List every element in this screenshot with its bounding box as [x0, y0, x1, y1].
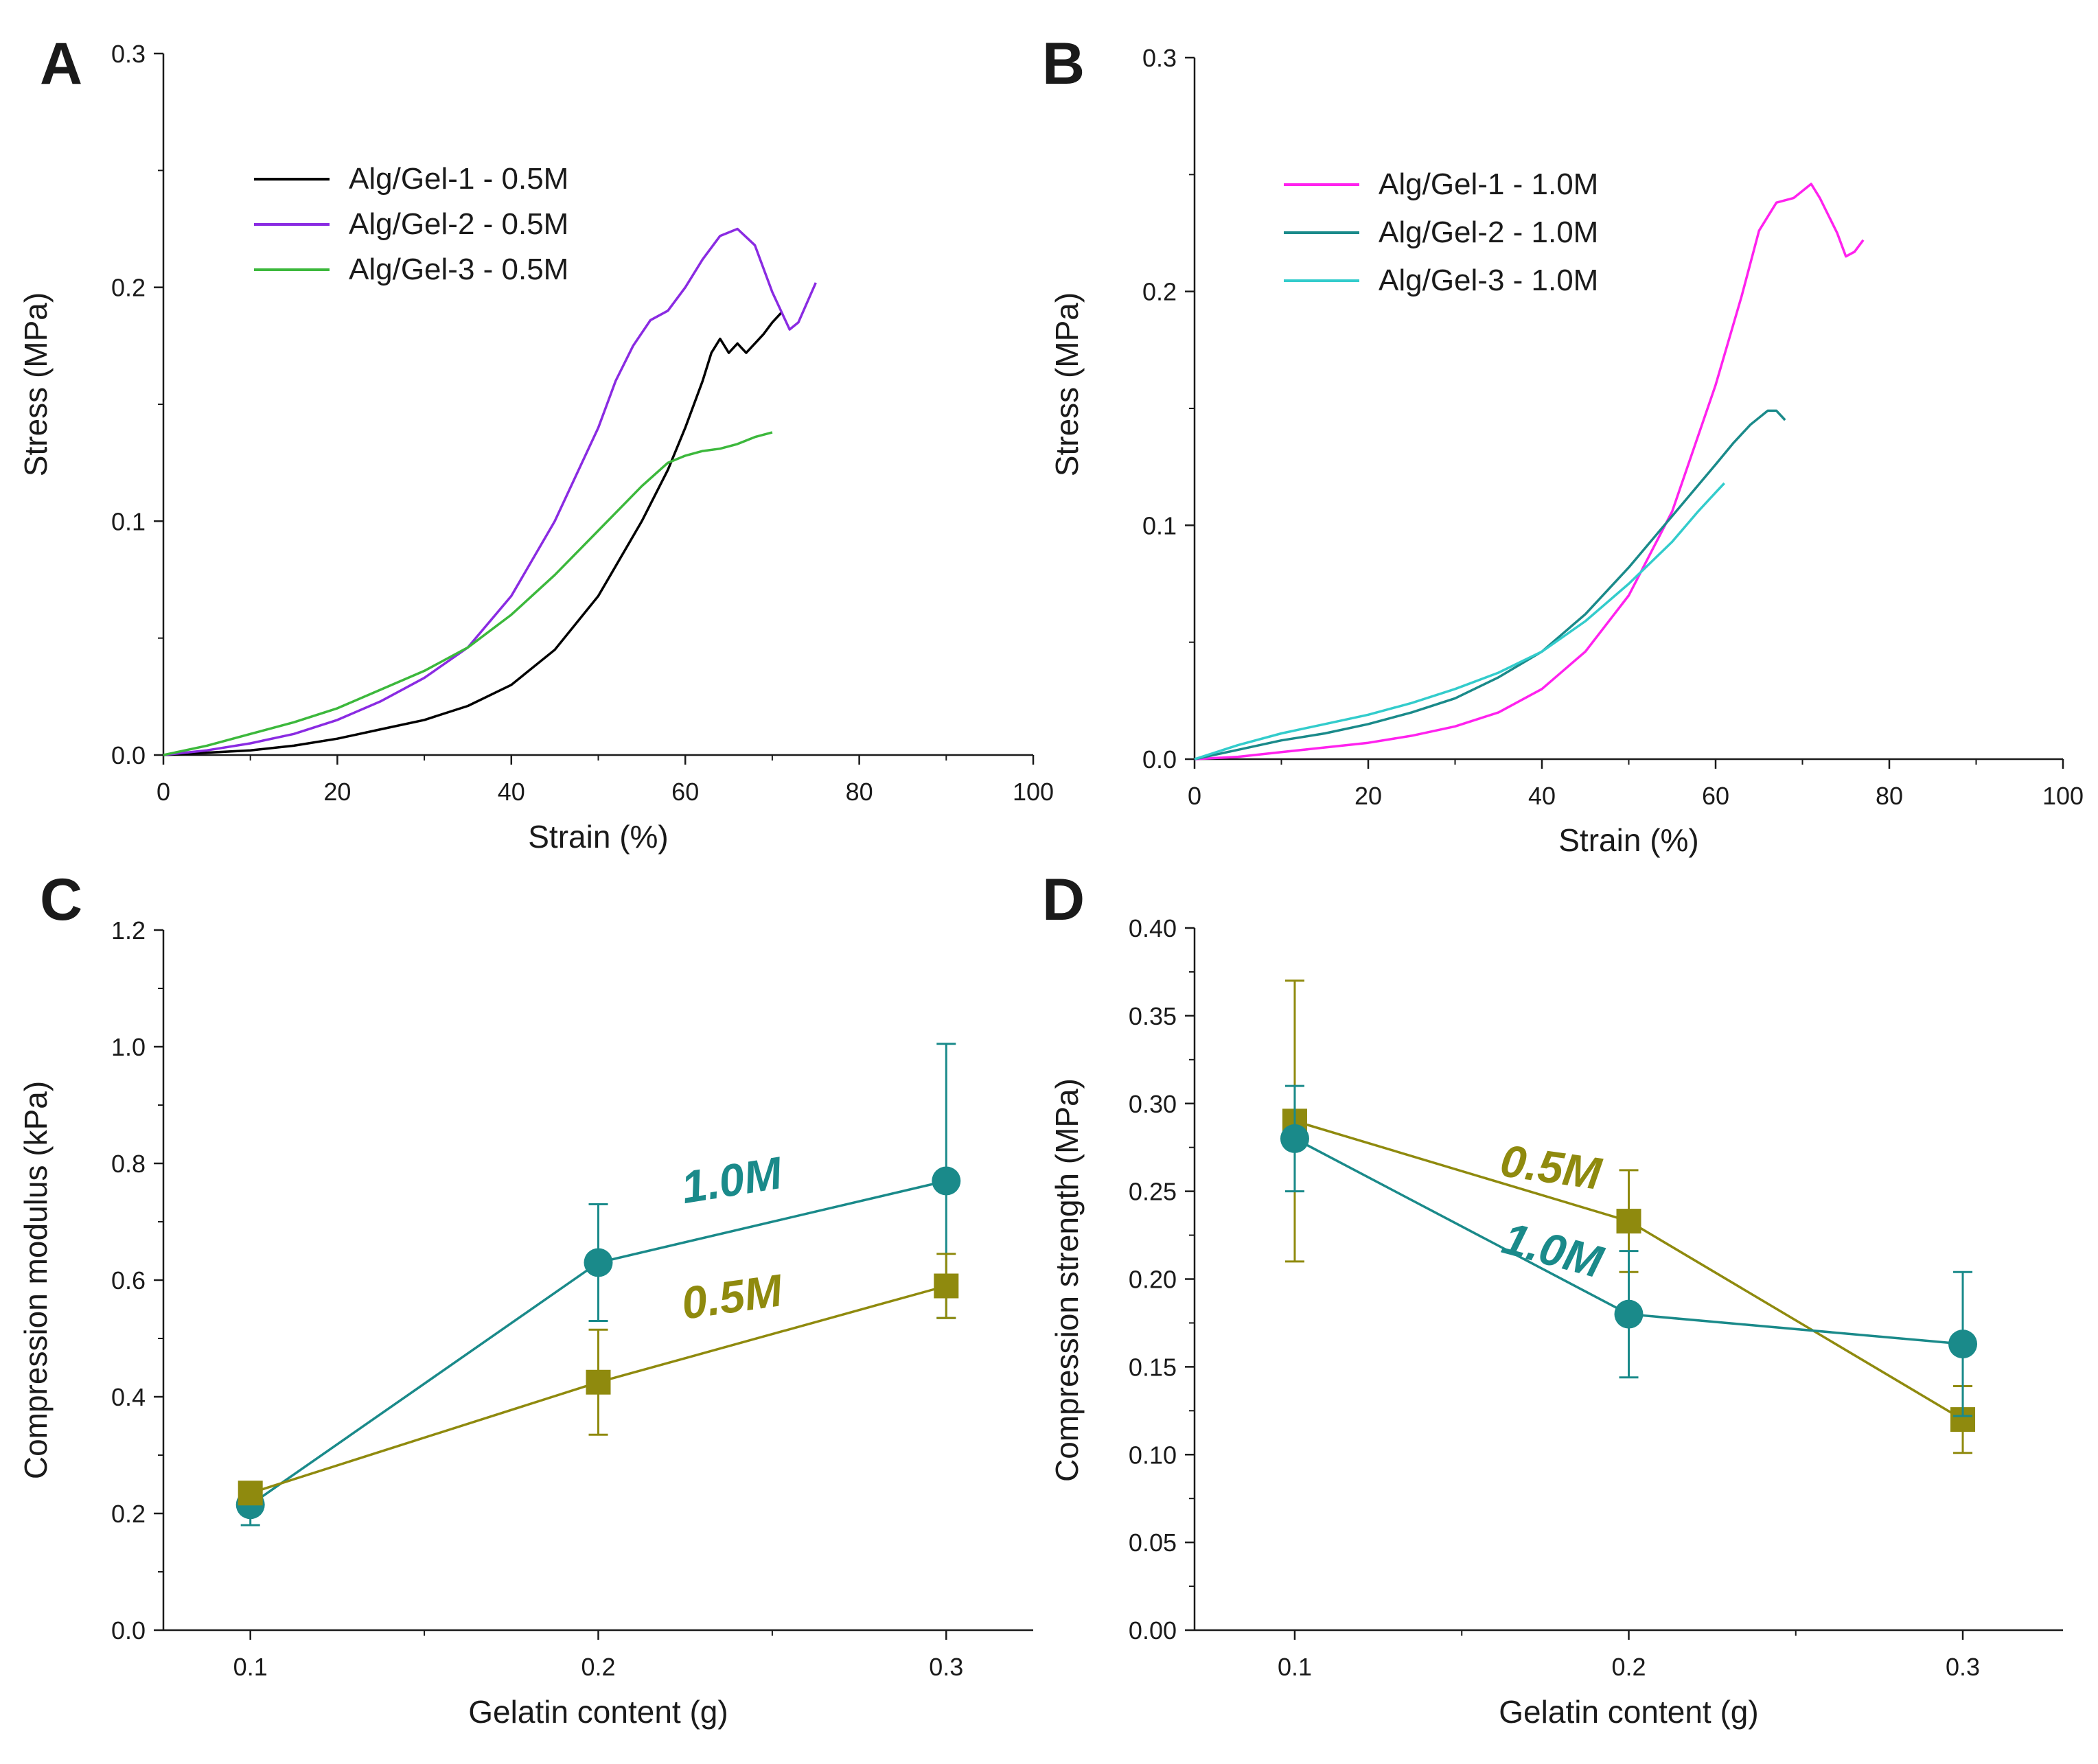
y-axis-title: Stress (MPa): [18, 292, 54, 476]
series-line-alg-gel-3-0-5m: [163, 431, 773, 756]
series-label-0-5m: 0.5M: [1497, 1135, 1606, 1199]
y-tick-label: 1.2: [111, 916, 146, 944]
y-tick-label: 0.2: [1142, 278, 1177, 306]
x-tick-label: 60: [1702, 782, 1729, 810]
y-tick-label: 0.25: [1129, 1178, 1177, 1206]
x-tick-label: 80: [1876, 782, 1903, 810]
x-tick-label: 40: [1528, 782, 1556, 810]
legend-label-alg-gel-2-1-0m: Alg/Gel-2 - 1.0M: [1379, 216, 1598, 249]
y-tick-label: 0.0: [111, 741, 146, 769]
y-axis-title: Compression strength (MPa): [1049, 1078, 1085, 1482]
y-axis-title: Stress (MPa): [1049, 292, 1085, 476]
x-axis-title: Strain (%): [528, 819, 668, 855]
y-tick-label: 0.00: [1129, 1616, 1177, 1645]
x-tick-label: 80: [846, 778, 873, 806]
x-tick-label: 0: [1188, 782, 1201, 810]
x-tick-label: 0.1: [233, 1653, 268, 1681]
x-tick-label: 60: [671, 778, 699, 806]
y-tick-label: 0.30: [1129, 1090, 1177, 1118]
data-point-1-0m: [1280, 1124, 1309, 1153]
series-label-0-5m: 0.5M: [678, 1264, 787, 1329]
x-tick-label: 0.1: [1278, 1653, 1312, 1681]
x-axis-title: Gelatin content (g): [468, 1694, 728, 1730]
y-tick-label: 0.20: [1129, 1266, 1177, 1294]
series-line-alg-gel-1-0-5m: [163, 312, 782, 756]
series-line-alg-gel-1-1-0m: [1194, 183, 1865, 761]
series-line-alg-gel-2-1-0m: [1194, 409, 1786, 761]
data-point-1-0m: [1614, 1299, 1644, 1329]
data-point-0-5m: [238, 1481, 263, 1506]
y-tick-label: 0.3: [1142, 44, 1177, 72]
x-tick-label: 0: [157, 778, 170, 806]
panel-letter: C: [40, 867, 82, 933]
y-tick-label: 0.10: [1129, 1441, 1177, 1469]
panel-d-compression-strength: D 0.1 0.2 0.3 0.00 0.05 0.10 0.15 0.20 0.25 0.30 0.…: [1042, 867, 2063, 1730]
x-tick-label: 40: [498, 778, 525, 806]
y-tick-label: 0.3: [111, 40, 146, 68]
x-tick-label: 0.2: [1611, 1653, 1646, 1681]
legend-label-alg-gel-1-1-0m: Alg/Gel-1 - 1.0M: [1379, 167, 1598, 201]
y-tick-label: 0.35: [1129, 1002, 1177, 1030]
y-tick-label: 0.6: [111, 1266, 146, 1295]
legend-label-alg-gel-2-0-5m: Alg/Gel-2 - 0.5M: [349, 207, 568, 241]
data-point-1-0m: [1948, 1330, 1978, 1359]
x-tick-label: 100: [1013, 778, 1054, 806]
y-tick-label: 0.8: [111, 1150, 146, 1178]
x-tick-label: 0.3: [929, 1653, 963, 1681]
data-point-0-5m: [934, 1273, 959, 1299]
legend-label-alg-gel-3-0-5m: Alg/Gel-3 - 0.5M: [349, 253, 568, 286]
data-point-1-0m: [584, 1248, 613, 1277]
legend-label-alg-gel-3-1-0m: Alg/Gel-3 - 1.0M: [1379, 264, 1598, 297]
y-tick-label: 0.0: [1142, 745, 1177, 774]
y-axis-title: Compression modulus (kPa): [18, 1081, 54, 1479]
series-label-1-0m: 1.0M: [1497, 1212, 1609, 1288]
x-tick-label: 20: [1355, 782, 1382, 810]
panel-a-stress-strain-0-5M: A 0 20 40 60 80 100 0.0 0.1 0.2 0.3 Strain (%) Stres…: [18, 31, 1054, 855]
panel-letter: D: [1042, 867, 1085, 933]
y-tick-label: 0.15: [1129, 1353, 1177, 1381]
series-label-1-0m: 1.0M: [678, 1147, 786, 1213]
legend-label-alg-gel-1-0-5m: Alg/Gel-1 - 0.5M: [349, 162, 568, 196]
y-tick-label: 0.1: [111, 507, 146, 535]
panel-letter: A: [40, 31, 82, 97]
x-tick-label: 0.3: [1946, 1653, 1980, 1681]
panel-letter: B: [1042, 31, 1085, 97]
y-tick-label: 0.4: [111, 1383, 146, 1411]
y-tick-label: 0.2: [111, 274, 146, 302]
x-axis-title: Strain (%): [1558, 822, 1698, 858]
y-tick-label: 0.2: [111, 1500, 146, 1528]
x-tick-label: 20: [323, 778, 351, 806]
x-tick-label: 100: [2042, 782, 2084, 810]
data-point-0-5m: [1616, 1209, 1641, 1234]
x-axis-title: Gelatin content (g): [1499, 1694, 1758, 1730]
y-tick-label: 0.05: [1129, 1529, 1177, 1557]
panel-c-compression-modulus: C 0.1 0.2 0.3 0.0 0.2 0.4 0.6 0.8 1.0 1.2 Gelatin c…: [18, 867, 1033, 1730]
y-tick-label: 0.0: [111, 1616, 146, 1645]
series-line-alg-gel-2-0-5m: [163, 227, 817, 756]
y-tick-label: 1.0: [111, 1033, 146, 1061]
x-tick-label: 0.2: [581, 1653, 615, 1681]
y-tick-label: 0.1: [1142, 511, 1177, 539]
data-point-0-5m: [586, 1369, 611, 1395]
data-point-1-0m: [932, 1166, 961, 1196]
panel-b-stress-strain-1-0M: B 0 20 40 60 80 100 0.0 0.1 0.2 0.3 Strain (%) Stres…: [1042, 31, 2084, 858]
y-tick-label: 0.40: [1129, 914, 1177, 942]
series-line-alg-gel-3-1-0m: [1194, 482, 1725, 761]
